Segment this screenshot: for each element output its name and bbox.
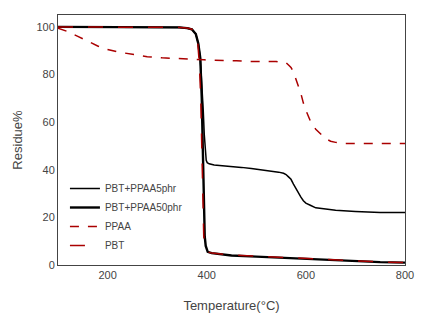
svg-text:80: 80 [43,68,55,80]
svg-text:0: 0 [49,259,55,271]
svg-text:400: 400 [198,269,216,281]
svg-text:600: 600 [297,269,315,281]
svg-text:PBT+PPAA50phr: PBT+PPAA50phr [105,202,182,213]
svg-text:Residue%: Residue% [10,110,25,170]
svg-text:40: 40 [43,164,55,176]
svg-text:PPAA: PPAA [105,221,131,232]
svg-text:60: 60 [43,116,55,128]
svg-text:Temperature(°C): Temperature(°C) [183,298,279,313]
svg-text:100: 100 [36,21,54,33]
svg-text:PBT: PBT [105,240,124,251]
svg-text:20: 20 [43,211,55,223]
svg-text:200: 200 [98,269,116,281]
svg-text:800: 800 [396,269,414,281]
svg-text:PBT+PPAA5phr: PBT+PPAA5phr [105,183,177,194]
